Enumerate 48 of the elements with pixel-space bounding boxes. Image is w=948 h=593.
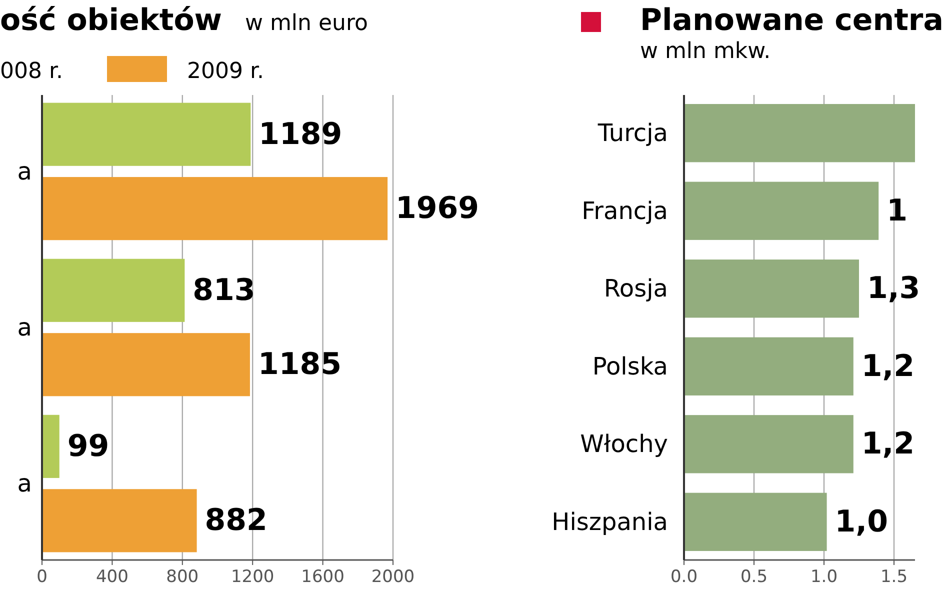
- y-tick-label: Rosja: [604, 274, 668, 303]
- bar: [42, 102, 251, 166]
- bar: [42, 414, 60, 478]
- y-tick-label: Turcja: [596, 119, 668, 148]
- data-label: 99: [67, 428, 110, 464]
- bar: [42, 258, 185, 322]
- bar: [684, 337, 854, 396]
- chart-title: ość obiektów: [0, 3, 222, 38]
- legend-label: 2009 r.: [187, 59, 264, 84]
- y-tick-label: Francja: [582, 196, 668, 225]
- chart-subtitle: w mln mkw.: [640, 39, 771, 64]
- data-label: 1,3: [867, 271, 920, 306]
- x-tick-label: 1600: [301, 567, 344, 587]
- bar: [42, 333, 250, 396]
- y-tick-label: a: [17, 470, 32, 498]
- x-tick-label: 2000: [371, 567, 415, 587]
- data-label: 1: [886, 193, 908, 228]
- bar: [684, 415, 854, 474]
- x-tick-label: 400: [96, 567, 128, 587]
- data-label: 813: [192, 272, 256, 308]
- chart-subtitle: w mln euro: [245, 11, 368, 36]
- data-label: 1969: [396, 191, 480, 226]
- data-label: 1185: [258, 347, 342, 382]
- x-tick-label: 1200: [230, 567, 274, 587]
- x-tick-label: 1.5: [880, 567, 908, 587]
- data-label: 1,0: [834, 504, 888, 540]
- series-label: 008 r.: [0, 59, 64, 84]
- x-tick-label: 0.5: [740, 567, 768, 587]
- bar: [684, 182, 879, 240]
- data-label: 1,2: [861, 426, 915, 462]
- x-tick-label: 0.0: [670, 567, 698, 587]
- y-tick-label: Hiszpania: [552, 508, 668, 536]
- x-tick-label: 800: [166, 567, 199, 587]
- data-label: 1,2: [861, 348, 915, 384]
- x-tick-label: 0: [36, 567, 48, 587]
- y-tick-label: a: [17, 314, 32, 342]
- data-label: 1189: [258, 116, 342, 152]
- y-tick-label: Włochy: [580, 430, 668, 458]
- data-label: 882: [204, 503, 268, 538]
- y-tick-label: Polska: [592, 352, 668, 380]
- bar: [684, 492, 827, 551]
- chart-title: Planowane centra: [640, 3, 944, 38]
- x-tick-label: 1.0: [810, 567, 838, 587]
- y-tick-label: a: [17, 157, 32, 186]
- bar: [42, 489, 197, 552]
- bar: [684, 260, 859, 318]
- bar: [684, 104, 915, 162]
- bar: [42, 177, 388, 240]
